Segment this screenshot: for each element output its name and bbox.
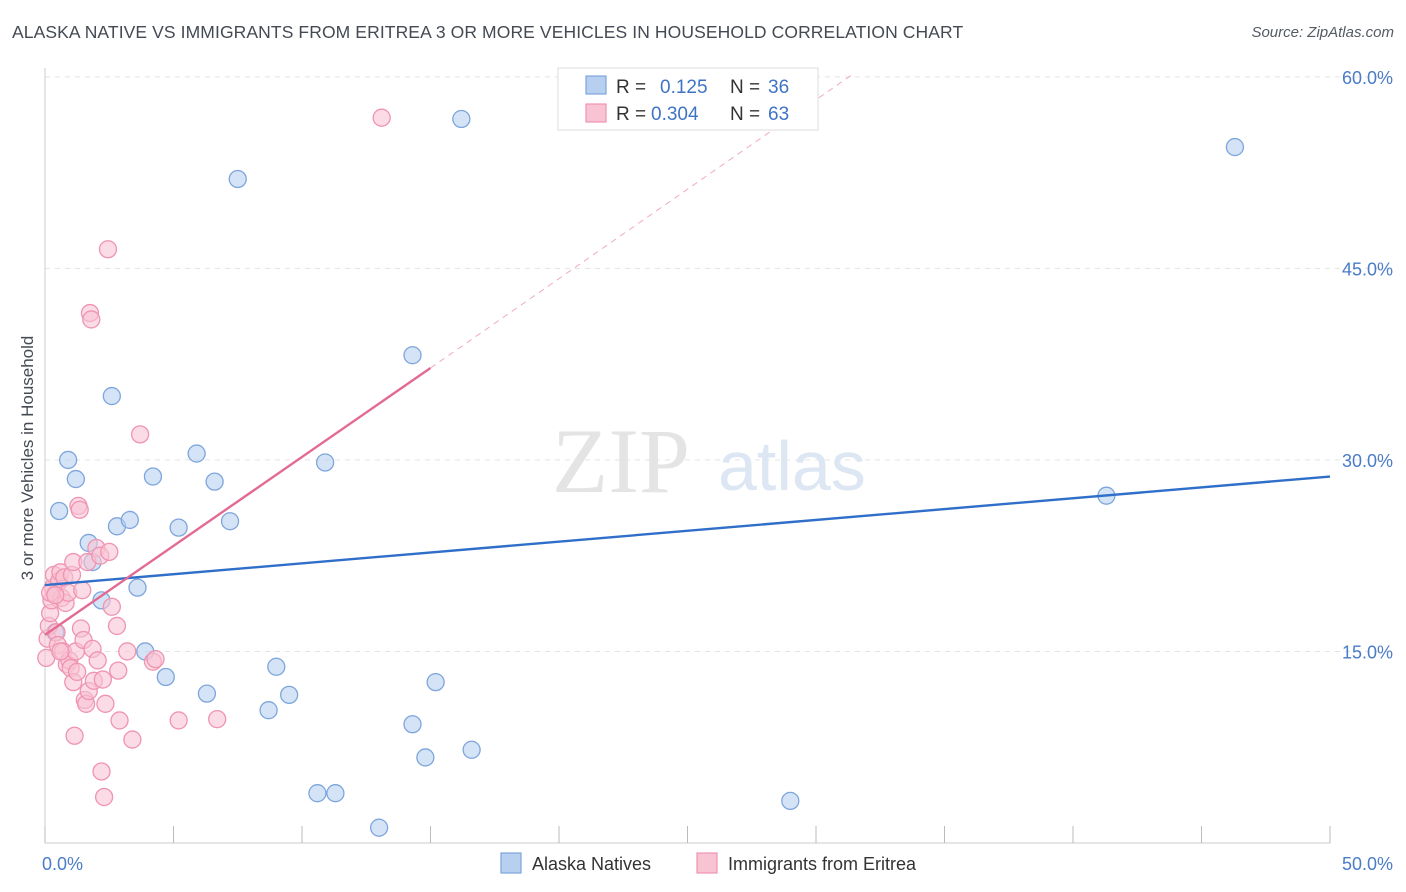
eritrea-point (110, 711, 129, 730)
alaska-natives-point (326, 784, 345, 803)
eritrea-point (70, 500, 89, 519)
eritrea-point (372, 108, 391, 127)
legend-n-label: N = (730, 104, 760, 125)
chart-source: Source: ZipAtlas.com (1251, 24, 1394, 41)
legend-swatch-blue (585, 75, 607, 95)
alaska-natives-point (143, 467, 163, 486)
y-tick-label: 60.0% (1342, 68, 1393, 88)
alaska-natives-point (197, 684, 217, 703)
eritrea-point (118, 642, 137, 661)
watermark-atlas: atlas (718, 427, 866, 505)
trendlines (44, 72, 1331, 636)
alaska-natives-point (156, 667, 175, 687)
eritrea-point (82, 310, 101, 329)
series-legend-swatch-alaska (500, 852, 522, 874)
alaska-natives-point (169, 518, 188, 537)
alaska-natives-trendline (44, 475, 1331, 587)
eritrea-point (67, 662, 87, 682)
legend-swatch-pink (585, 103, 607, 123)
legend-n-value: 36 (768, 77, 789, 98)
legend-r-value: 0.125 (660, 77, 708, 98)
eritrea-point (96, 694, 115, 713)
eritrea-point (93, 670, 112, 689)
alaska-natives-point (220, 512, 240, 531)
eritrea-point (98, 240, 118, 259)
y-tick-label: 45.0% (1342, 259, 1393, 279)
watermark: ZIP atlas (552, 410, 866, 512)
alaska-natives-point (308, 784, 327, 803)
alaska-natives-point (1225, 137, 1245, 157)
alaska-natives-point (259, 701, 278, 720)
alaska-natives-point (315, 453, 335, 472)
legend-n-value: 63 (768, 104, 789, 125)
tick-labels: 15.0% 30.0% 45.0% 60.0% 0.0% 50.0% (42, 68, 1393, 874)
y-tick-label: 30.0% (1342, 451, 1393, 471)
alaska-natives-point (205, 472, 224, 491)
eritrea-point (123, 730, 142, 749)
grid-lines (45, 76, 1392, 652)
alaska-natives-point (369, 818, 389, 837)
chart-title: ALASKA NATIVE VS IMMIGRANTS FROM ERITREA… (12, 22, 964, 42)
eritrea-point (46, 586, 65, 605)
alaska-natives-point (426, 672, 445, 692)
eritrea-point (51, 642, 70, 661)
series-legend-label-eritrea: Immigrants from Eritrea (728, 854, 917, 874)
eritrea-point (208, 709, 227, 729)
alaska-natives-point (228, 169, 247, 189)
legend-r-label: R = (616, 104, 646, 125)
eritrea-point (102, 597, 121, 616)
eritrea-point (109, 661, 128, 680)
alaska-natives-point (187, 444, 206, 463)
eritrea-point (92, 762, 111, 781)
alaska-natives-point (403, 346, 422, 365)
y-tick-label: 15.0% (1342, 642, 1393, 662)
eritrea-point (88, 651, 107, 670)
x-tick-label: 50.0% (1342, 854, 1393, 874)
alaska-natives-point (102, 386, 121, 406)
alaska-natives-point (49, 501, 69, 521)
alaska-natives-point (128, 578, 147, 597)
alaska-natives-point (781, 791, 800, 811)
alaska-natives-point (416, 748, 435, 767)
eritrea-point (65, 726, 84, 745)
alaska-natives-point (58, 450, 78, 470)
eritrea-point (73, 581, 92, 600)
alaska-natives-point (66, 469, 85, 489)
legend-r-value: 0.304 (651, 104, 699, 125)
alaska-natives-point (462, 740, 481, 759)
x-tick-label: 0.0% (42, 854, 83, 874)
eritrea-point (130, 425, 150, 444)
alaska-natives-point (452, 109, 471, 129)
legend-r-label: R = (616, 77, 646, 98)
eritrea-point (146, 649, 165, 669)
alaska-natives-point (279, 685, 299, 705)
legend-n-label: N = (730, 77, 760, 98)
alaska-natives-point (267, 657, 286, 676)
eritrea-point (100, 542, 119, 562)
watermark-zip: ZIP (552, 410, 690, 512)
alaska-natives-point (403, 715, 422, 734)
eritrea-point (94, 787, 114, 807)
series-legend: Alaska Natives Immigrants from Eritrea (500, 852, 917, 874)
stats-legend: R = 0.125 N = 36 R = 0.304 N = 63 (557, 67, 819, 131)
series-legend-label-alaska: Alaska Natives (532, 854, 651, 874)
eritrea-point (107, 616, 127, 636)
series-legend-swatch-eritrea (696, 852, 718, 874)
eritrea-trendline (44, 366, 432, 636)
alaska-natives-point (120, 510, 139, 530)
eritrea-point (169, 711, 188, 730)
y-axis-label: 3 or more Vehicles in Household (18, 336, 37, 581)
axes (44, 68, 1331, 844)
